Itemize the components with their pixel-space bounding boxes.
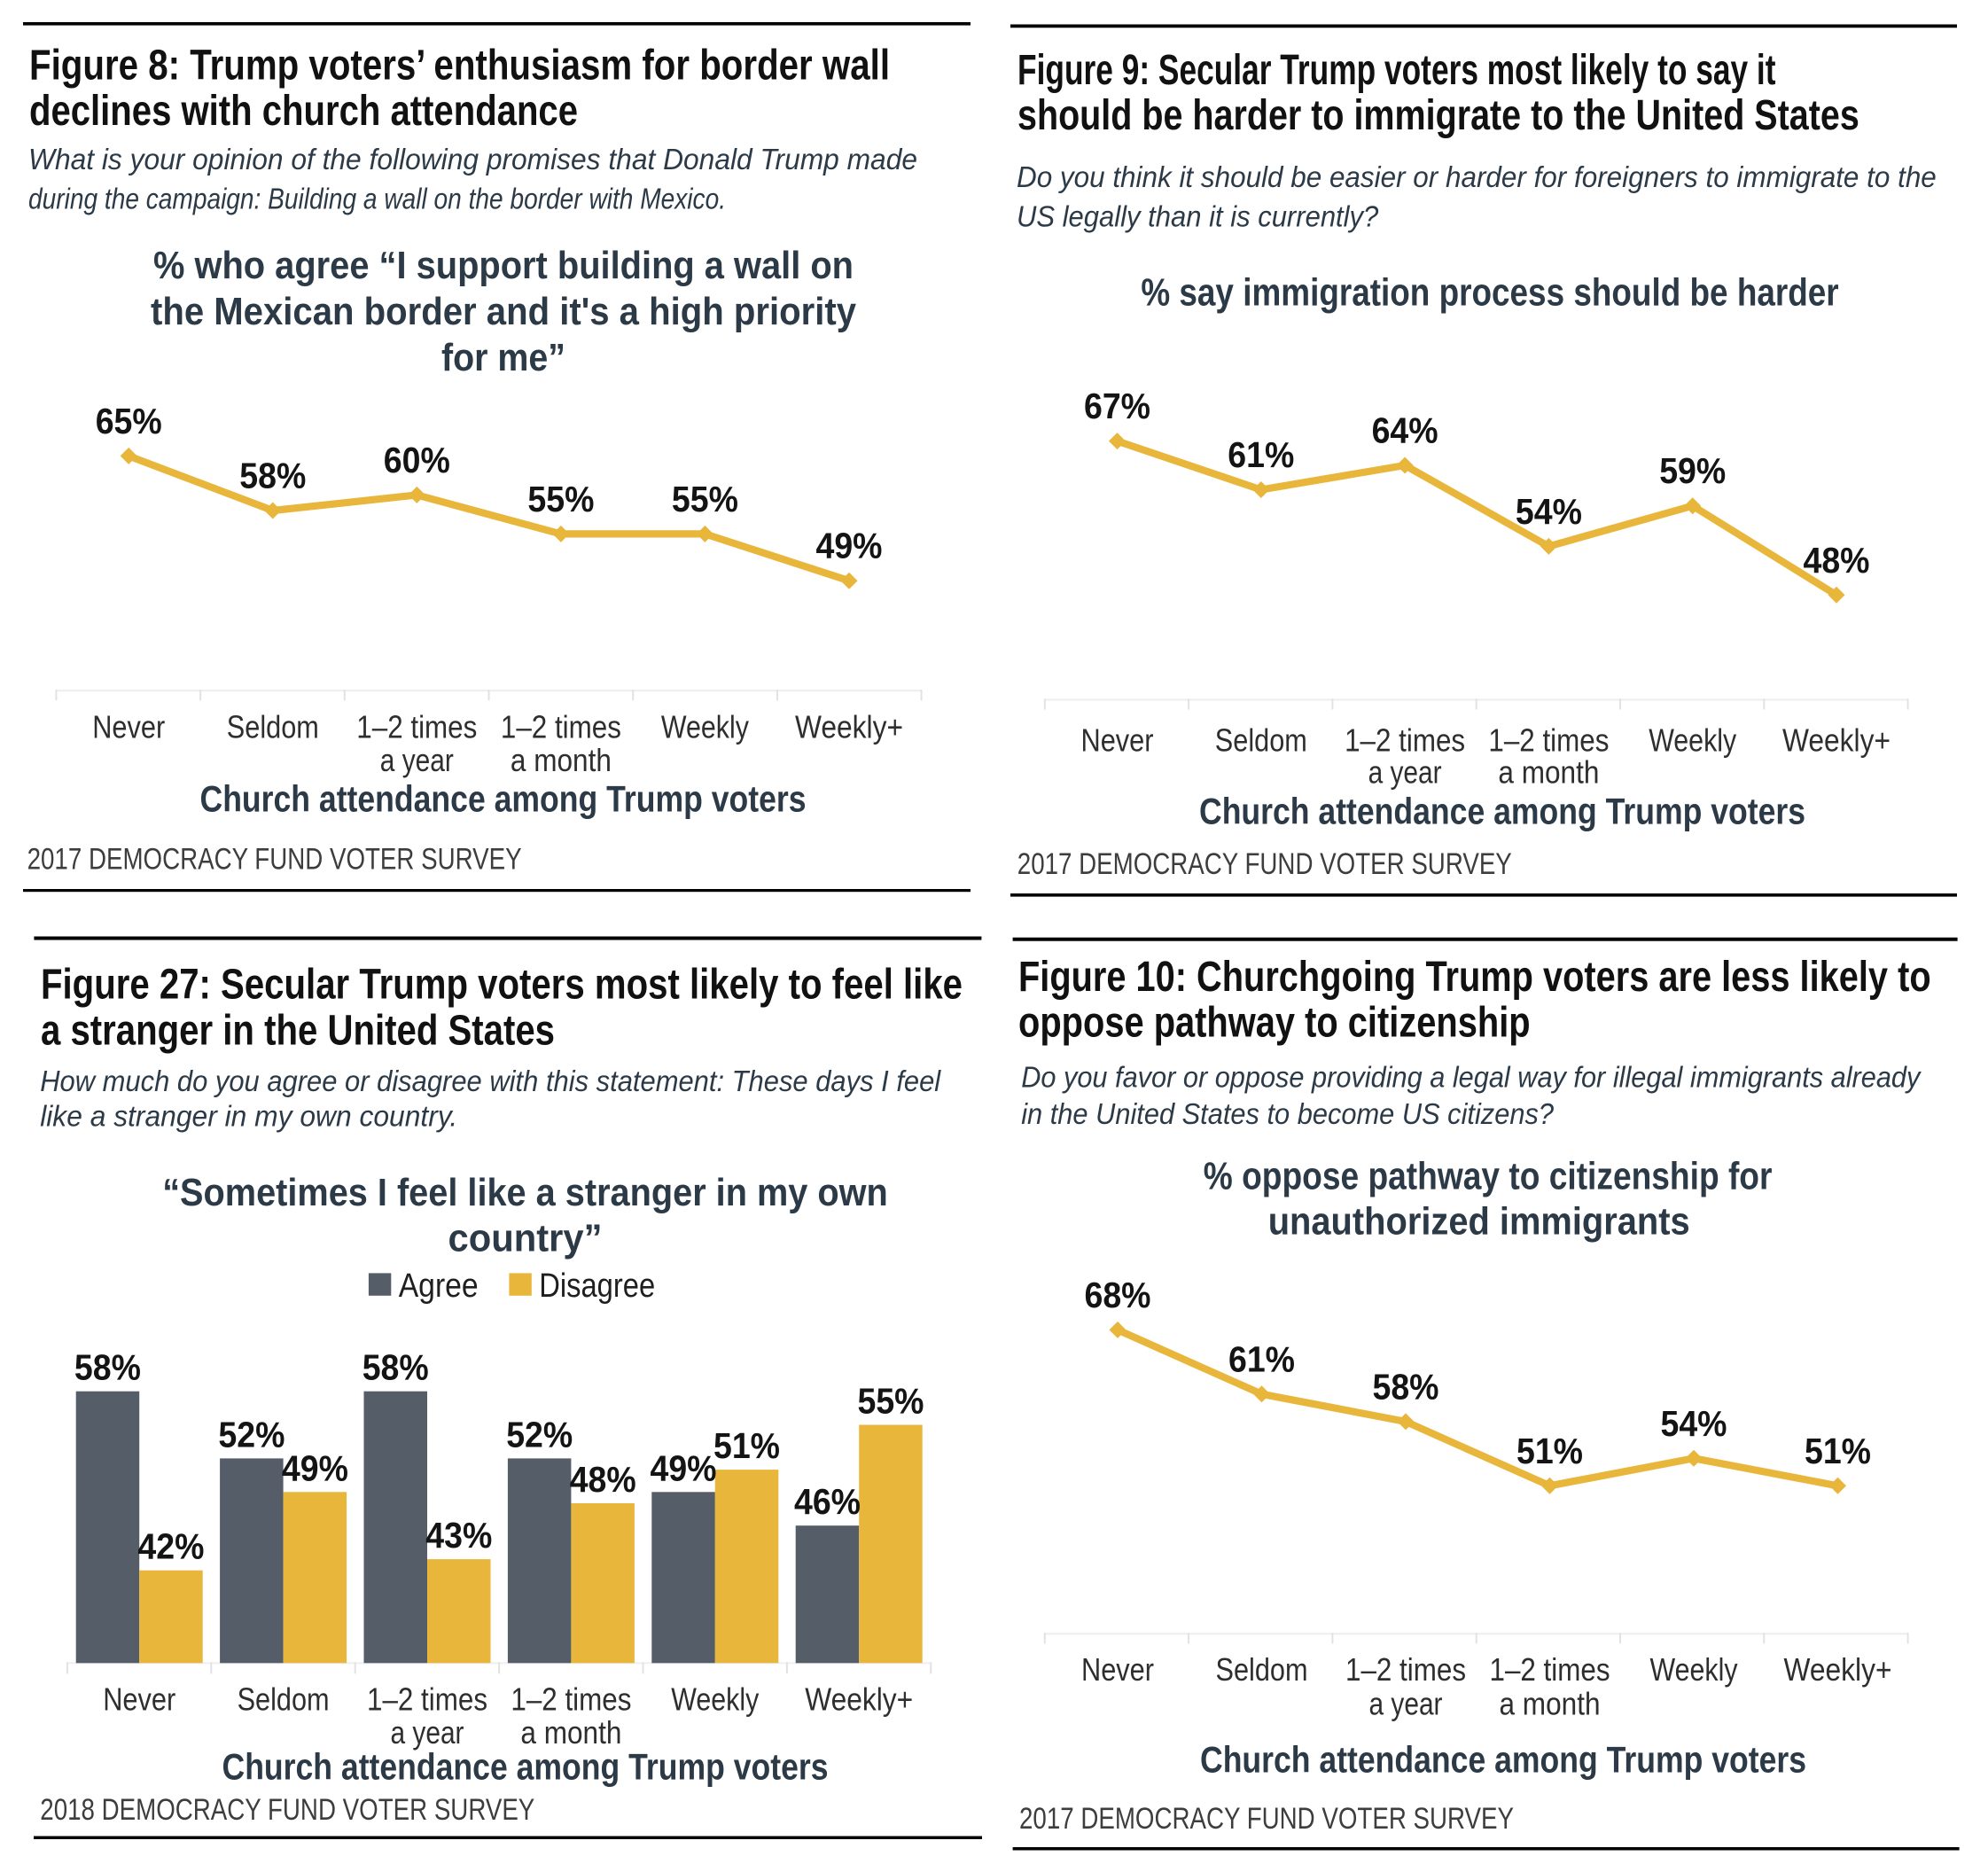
svg-text:Weekly: Weekly	[1649, 722, 1736, 759]
svg-text:a year: a year	[391, 1714, 464, 1751]
svg-text:51%: 51%	[1516, 1431, 1583, 1471]
svg-text:1–2 times: 1–2 times	[367, 1681, 487, 1718]
svg-text:a month: a month	[1498, 754, 1599, 791]
svg-text:67%: 67%	[1084, 386, 1150, 426]
svg-text:for me”: for me”	[441, 336, 565, 379]
svg-text:64%: 64%	[1372, 410, 1438, 451]
svg-text:43%: 43%	[425, 1515, 492, 1556]
svg-text:US legally than it is currentl: US legally than it is currently?	[1017, 200, 1379, 233]
svg-text:Figure 10: Churchgoing Trump v: Figure 10: Churchgoing Trump voters are …	[1018, 954, 1931, 1001]
svg-text:61%: 61%	[1228, 1338, 1295, 1379]
svg-text:“Sometimes I feel like a stran: “Sometimes I feel like a stranger in my …	[162, 1171, 888, 1214]
svg-text:68%: 68%	[1085, 1275, 1151, 1315]
svg-text:52%: 52%	[218, 1414, 285, 1455]
svg-text:Do you think it should be easi: Do you think it should be easier or hard…	[1017, 160, 1937, 193]
svg-text:Do you favor or oppose providi: Do you favor or oppose providing a legal…	[1021, 1060, 1922, 1093]
svg-text:% say immigration process shou: % say immigration process should be hard…	[1141, 270, 1838, 314]
svg-text:a year: a year	[380, 742, 454, 778]
svg-text:Weekly+: Weekly+	[795, 709, 903, 745]
svg-text:unauthorized immigrants: unauthorized immigrants	[1268, 1199, 1690, 1243]
svg-text:55%: 55%	[527, 479, 594, 519]
svg-text:55%: 55%	[858, 1381, 924, 1422]
svg-text:42%: 42%	[137, 1526, 204, 1567]
svg-text:like a stranger in my own coun: like a stranger in my own country.	[40, 1100, 457, 1133]
svg-text:65%: 65%	[96, 401, 162, 441]
svg-text:2017 DEMOCRACY FUND VOTER SURV: 2017 DEMOCRACY FUND VOTER SURVEY	[1017, 847, 1512, 881]
svg-text:2018 DEMOCRACY FUND VOTER SURV: 2018 DEMOCRACY FUND VOTER SURVEY	[40, 1793, 534, 1827]
svg-text:a year: a year	[1368, 754, 1442, 791]
svg-text:a month: a month	[520, 1714, 621, 1751]
svg-text:% who agree “I support buildin: % who agree “I support building a wall o…	[153, 244, 854, 287]
svg-text:Weekly: Weekly	[1650, 1651, 1738, 1688]
svg-text:1–2 times: 1–2 times	[1490, 1651, 1610, 1688]
svg-text:58%: 58%	[239, 456, 306, 496]
svg-text:58%: 58%	[363, 1347, 429, 1388]
svg-text:What is your opinion of the fo: What is your opinion of the following pr…	[28, 143, 917, 175]
svg-text:49%: 49%	[816, 526, 883, 566]
svg-text:Seldom: Seldom	[1215, 722, 1307, 759]
svg-text:Church attendance among Trump: Church attendance among Trump voters	[1199, 791, 1805, 832]
svg-text:51%: 51%	[1805, 1431, 1871, 1471]
svg-text:Figure 27: Secular Trump voter: Figure 27: Secular Trump voters most lik…	[41, 962, 963, 1009]
svg-text:a month: a month	[511, 742, 612, 778]
svg-text:49%: 49%	[651, 1447, 717, 1488]
svg-text:declines with church attendanc: declines with church attendance	[29, 88, 578, 135]
svg-text:Figure 9: Secular Trump voters: Figure 9: Secular Trump voters most like…	[1017, 47, 1776, 94]
svg-text:Weekly: Weekly	[661, 709, 749, 745]
svg-text:54%: 54%	[1661, 1403, 1727, 1444]
svg-text:49%: 49%	[282, 1447, 348, 1488]
svg-text:Never: Never	[103, 1681, 175, 1718]
svg-text:Seldom: Seldom	[1216, 1651, 1308, 1688]
svg-text:during the campaign: Building: during the campaign: Building a wall on …	[28, 183, 726, 215]
svg-text:should be harder to immigrate: should be harder to immigrate to the Uni…	[1017, 92, 1859, 139]
svg-text:61%: 61%	[1228, 434, 1294, 475]
svg-text:51%: 51%	[713, 1425, 780, 1466]
svg-text:2017 DEMOCRACY FUND VOTER SURV: 2017 DEMOCRACY FUND VOTER SURVEY	[1019, 1802, 1514, 1836]
svg-text:1–2 times: 1–2 times	[1345, 722, 1465, 759]
svg-text:60%: 60%	[384, 440, 450, 480]
svg-text:Never: Never	[1081, 722, 1154, 759]
svg-text:54%: 54%	[1516, 491, 1582, 532]
svg-text:48%: 48%	[1804, 540, 1870, 581]
svg-text:46%: 46%	[794, 1481, 861, 1522]
svg-text:Never: Never	[92, 709, 165, 745]
svg-text:Weekly+: Weekly+	[1782, 722, 1891, 759]
svg-text:58%: 58%	[74, 1347, 141, 1388]
svg-text:Weekly+: Weekly+	[1784, 1651, 1892, 1688]
svg-text:Never: Never	[1081, 1651, 1154, 1688]
svg-text:oppose pathway to citizenship: oppose pathway to citizenship	[1018, 1000, 1531, 1047]
svg-text:How much do you agree or disag: How much do you agree or disagree with t…	[40, 1065, 942, 1097]
svg-text:a year: a year	[1369, 1685, 1443, 1721]
svg-text:2017 DEMOCRACY FUND VOTER SURV: 2017 DEMOCRACY FUND VOTER SURVEY	[27, 842, 522, 876]
svg-text:Agree: Agree	[399, 1267, 479, 1305]
svg-text:Figure 8: Trump voters’ enthus: Figure 8: Trump voters’ enthusiasm for b…	[29, 42, 890, 89]
svg-text:Church attendance among Trump: Church attendance among Trump voters	[222, 1745, 829, 1787]
svg-text:1–2 times: 1–2 times	[501, 709, 621, 745]
svg-text:Church attendance among Trump: Church attendance among Trump voters	[200, 777, 807, 819]
svg-text:in the United States to become: in the United States to become US citize…	[1021, 1097, 1554, 1130]
svg-text:Weekly: Weekly	[671, 1681, 759, 1718]
svg-text:1–2 times: 1–2 times	[511, 1681, 631, 1718]
svg-text:the Mexican border and it's a: the Mexican border and it's a high prior…	[151, 290, 856, 333]
svg-text:country”: country”	[448, 1217, 603, 1260]
svg-text:Disagree: Disagree	[539, 1267, 655, 1305]
svg-text:a stranger in the United State: a stranger in the United States	[41, 1007, 555, 1054]
svg-text:1–2 times: 1–2 times	[1488, 722, 1609, 759]
svg-text:a month: a month	[1500, 1685, 1601, 1721]
svg-text:55%: 55%	[672, 479, 738, 519]
svg-text:58%: 58%	[1373, 1366, 1439, 1407]
svg-text:52%: 52%	[506, 1414, 573, 1455]
svg-text:% oppose pathway to citizenshi: % oppose pathway to citizenship for	[1204, 1155, 1773, 1198]
svg-text:1–2 times: 1–2 times	[1345, 1651, 1466, 1688]
svg-text:1–2 times: 1–2 times	[356, 709, 477, 745]
svg-text:Church attendance among Trump: Church attendance among Trump voters	[1200, 1739, 1806, 1781]
svg-text:Seldom: Seldom	[227, 709, 319, 745]
svg-text:Weekly+: Weekly+	[805, 1681, 913, 1718]
svg-text:48%: 48%	[570, 1459, 636, 1500]
svg-text:59%: 59%	[1659, 450, 1726, 491]
svg-text:Seldom: Seldom	[238, 1681, 330, 1718]
